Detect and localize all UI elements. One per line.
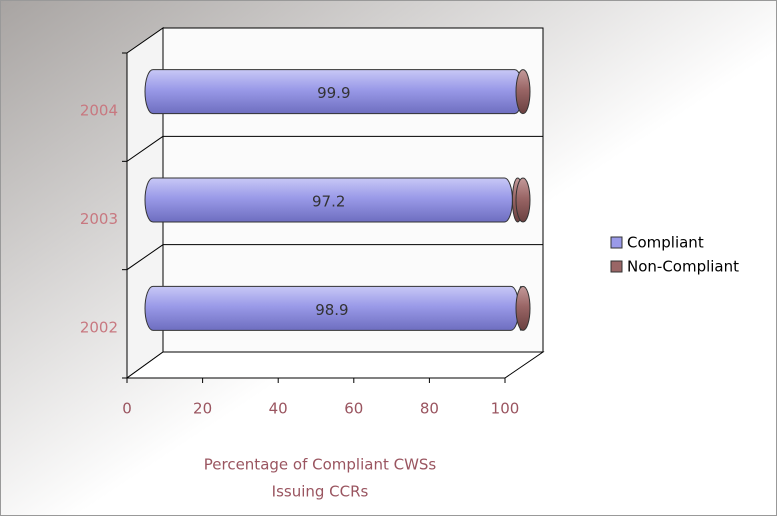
x-tick-label: 60 [344,400,363,418]
x-tick-label: 0 [122,400,132,418]
bar-cap [515,177,531,223]
y-tick-label: 2004 [80,102,118,120]
bar-cap [515,285,531,331]
bar-cap [515,69,531,115]
y-tick-label: 2003 [80,210,118,228]
band-line [126,135,164,162]
x-axis-title: Percentage of Compliant CWSs [204,456,437,474]
value-label: 99.9 [317,84,350,102]
x-tick-label: 20 [193,400,212,418]
x-axis-title: Issuing CCRs [272,483,369,501]
x-tick-label: 100 [491,400,520,418]
y-tick-label: 2002 [80,318,118,336]
legend-label: Non-Compliant [627,258,739,276]
floor [125,351,545,379]
legend-label: Compliant [627,234,704,252]
value-label: 98.9 [315,301,348,319]
x-tick-label: 40 [269,400,288,418]
band-line [126,244,164,271]
legend-swatch [610,260,623,273]
value-label: 97.2 [312,193,345,211]
legend-swatch [610,236,623,249]
x-tick-label: 80 [420,400,439,418]
